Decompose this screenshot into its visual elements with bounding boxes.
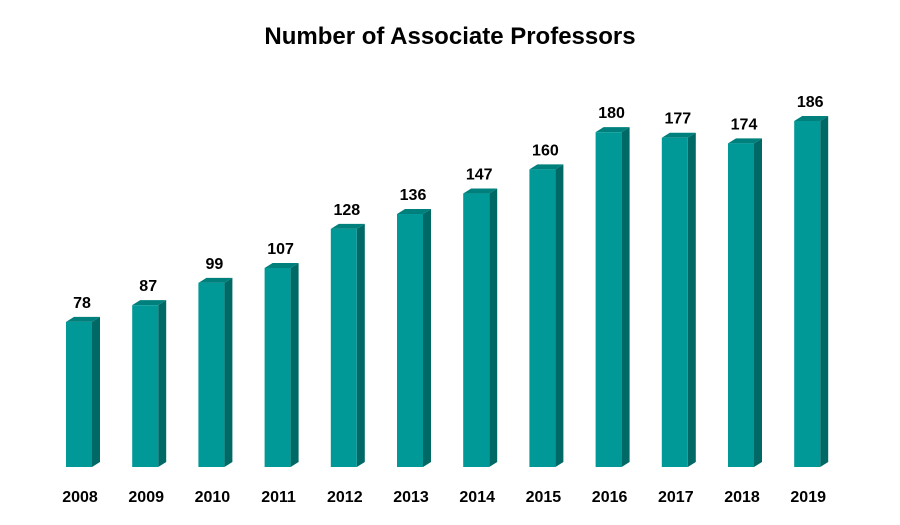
bar-front-face	[132, 305, 159, 467]
bar-side-face	[555, 164, 564, 467]
data-label: 87	[139, 278, 157, 295]
bars-group	[66, 116, 829, 468]
bar-front-face	[595, 132, 622, 467]
bar-side-face	[224, 277, 233, 467]
data-label: 186	[797, 94, 824, 111]
bar-2009	[132, 300, 167, 467]
bar-2012	[330, 223, 365, 467]
bar-side-face	[158, 300, 167, 467]
x-tick-label: 2016	[592, 489, 628, 506]
bar-side-face	[820, 116, 829, 467]
x-tick-label: 2014	[459, 489, 495, 506]
bar-2011	[264, 262, 299, 467]
bar-2017	[661, 132, 696, 467]
bar-front-face	[264, 267, 291, 467]
bar-side-face	[621, 127, 630, 468]
bar-top-face	[66, 316, 100, 322]
x-tick-label: 2009	[128, 489, 164, 506]
data-label: 177	[664, 111, 691, 128]
x-tick-label: 2012	[327, 489, 363, 506]
bar-side-face	[356, 223, 365, 467]
bar-front-face	[66, 321, 92, 467]
bar-2014	[463, 188, 498, 467]
bar-2018	[728, 138, 762, 468]
bar-top-face	[529, 164, 564, 170]
bar-2008	[66, 316, 100, 467]
bar-side-face	[290, 262, 299, 467]
data-label: 180	[598, 105, 625, 122]
bar-front-face	[463, 193, 490, 467]
bar-top-face	[794, 116, 829, 121]
bar-front-face	[728, 143, 754, 468]
bar-2019	[794, 116, 829, 467]
bar-front-face	[661, 137, 688, 467]
bar-front-face	[330, 228, 357, 467]
bar-side-face	[489, 188, 498, 467]
x-axis-tick-labels: 2008 2009 2010 2011 2012 2013 2014 2015 2016 2017…	[62, 489, 826, 506]
bar-top-face	[198, 277, 233, 283]
bar-side-face	[423, 209, 431, 468]
x-tick-label: 2013	[393, 489, 429, 506]
bar-front-face	[794, 121, 821, 467]
x-tick-label: 2011	[261, 489, 296, 506]
bar-top-face	[397, 209, 431, 215]
bar-top-face	[264, 262, 299, 268]
data-label: 107	[267, 241, 294, 258]
bar-top-face	[330, 223, 365, 229]
data-label: 78	[73, 295, 91, 312]
bar-front-face	[529, 169, 556, 467]
bar-top-face	[595, 127, 630, 133]
bar-side-face	[754, 138, 762, 468]
bar-side-face	[687, 132, 696, 467]
x-tick-label: 2019	[790, 489, 826, 506]
x-tick-label: 2015	[526, 489, 562, 506]
x-tick-label: 2010	[195, 489, 231, 506]
x-tick-label: 2018	[724, 489, 760, 506]
bar-front-face	[397, 214, 423, 467]
chart-title: Number of Associate Professors	[264, 23, 635, 50]
data-label: 136	[400, 187, 427, 204]
bar-2010	[198, 277, 233, 467]
x-tick-label: 2017	[658, 489, 694, 506]
x-tick-label: 2008	[62, 489, 98, 506]
bar-2013	[397, 209, 431, 468]
data-label: 99	[206, 256, 224, 273]
bar-top-face	[132, 300, 167, 306]
bar-top-face	[728, 138, 762, 144]
data-label: 147	[466, 167, 493, 184]
bar-top-face	[661, 132, 696, 138]
data-label: 160	[532, 142, 559, 159]
data-labels-group: 78 87 99 107 128 136 147 160 180 177 174 186	[73, 94, 824, 312]
bar-front-face	[198, 282, 225, 467]
bar-side-face	[92, 316, 100, 467]
bar-top-face	[463, 188, 498, 194]
bar-2016	[595, 127, 630, 468]
data-label: 128	[333, 202, 360, 219]
bar-2015	[529, 164, 564, 467]
data-label: 174	[731, 116, 758, 133]
